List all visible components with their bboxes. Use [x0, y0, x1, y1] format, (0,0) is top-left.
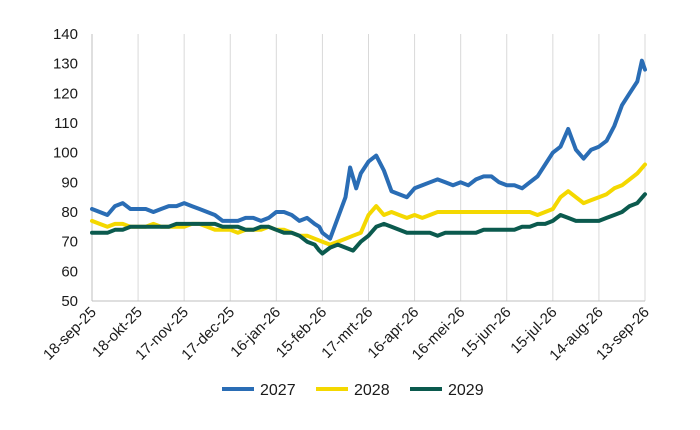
y-tick-label: 100 [53, 145, 78, 162]
series-line-2027 [90, 58, 647, 241]
legend-label: 2029 [448, 382, 484, 399]
y-tick-label: 90 [61, 174, 78, 191]
axes [91, 34, 645, 302]
y-tick-label: 130 [53, 56, 78, 73]
series-lines [90, 58, 647, 256]
gridlines [91, 34, 646, 301]
legend-label: 2028 [354, 382, 390, 399]
x-tick-label: 18-sep-25 [40, 304, 100, 364]
y-tick-label: 110 [54, 115, 78, 132]
legend-item-2028: 2028 [316, 382, 390, 399]
series-line-2028 [90, 162, 647, 247]
y-tick-label: 120 [53, 85, 78, 102]
legend-item-2027: 2027 [222, 382, 296, 399]
y-tick-label: 50 [61, 293, 78, 310]
legend-label: 2027 [260, 382, 296, 399]
y-tick-label: 70 [61, 234, 78, 251]
y-axis-tick-labels: 50 60 70 80 90 100 110 120 130 140 [53, 26, 78, 310]
x-axis-tick-labels: 18-sep-2518-okt-2517-nov-2517-dec-2516-j… [40, 304, 653, 364]
y-tick-label: 140 [53, 26, 78, 43]
legend-item-2029: 2029 [410, 382, 484, 399]
y-tick-label: 80 [61, 204, 78, 221]
x-tick-label: 15-jun-26 [458, 304, 515, 361]
y-tick-label: 60 [61, 263, 78, 280]
series-line-2029 [90, 192, 647, 256]
legend: 2027 2028 2029 [222, 382, 484, 399]
